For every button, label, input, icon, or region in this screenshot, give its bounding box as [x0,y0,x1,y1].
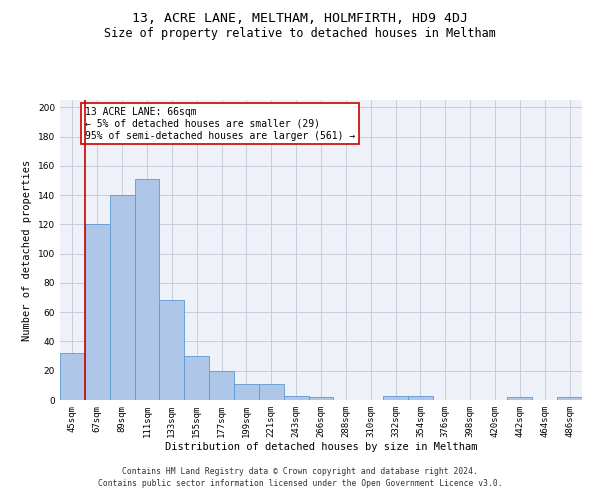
Bar [234,384,259,400]
Text: 13, ACRE LANE, MELTHAM, HOLMFIRTH, HD9 4DJ: 13, ACRE LANE, MELTHAM, HOLMFIRTH, HD9 4… [132,12,468,26]
Y-axis label: Number of detached properties: Number of detached properties [22,160,32,340]
Text: Contains public sector information licensed under the Open Government Licence v3: Contains public sector information licen… [98,478,502,488]
Bar [184,356,209,400]
Bar [134,179,160,400]
Bar [408,396,433,400]
Bar [308,397,334,400]
Text: Distribution of detached houses by size in Meltham: Distribution of detached houses by size … [165,442,477,452]
Bar [85,224,110,400]
Bar [508,397,532,400]
Bar [60,353,85,400]
Bar [259,384,284,400]
Text: Contains HM Land Registry data © Crown copyright and database right 2024.: Contains HM Land Registry data © Crown c… [122,467,478,476]
Bar [284,396,308,400]
Bar [160,300,184,400]
Bar [209,370,234,400]
Bar [557,397,582,400]
Text: Size of property relative to detached houses in Meltham: Size of property relative to detached ho… [104,28,496,40]
Bar [383,396,408,400]
Bar [110,195,134,400]
Text: 13 ACRE LANE: 66sqm
← 5% of detached houses are smaller (29)
95% of semi-detache: 13 ACRE LANE: 66sqm ← 5% of detached hou… [85,108,356,140]
